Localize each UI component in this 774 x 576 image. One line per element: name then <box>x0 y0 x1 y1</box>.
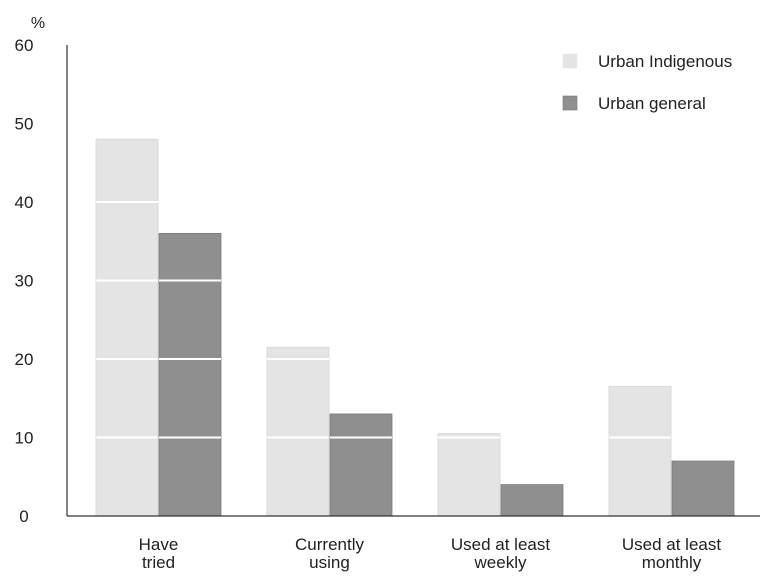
y-tick-label: 20 <box>15 350 34 369</box>
bars <box>95 138 735 517</box>
y-tick-label: 0 <box>19 507 28 526</box>
legend: Urban Indigenous Urban general <box>562 52 732 113</box>
y-tick-label: 30 <box>15 272 34 291</box>
bar-urban-general <box>500 484 564 517</box>
bar-urban-indigenous <box>266 346 330 517</box>
legend-label: Urban Indigenous <box>598 52 732 71</box>
x-category-label: Have tried <box>139 535 179 572</box>
bar-urban-indigenous <box>437 433 501 517</box>
x-category-label: Used at least weekly <box>451 535 550 572</box>
x-axis: Have tried Currently using Used at least week… <box>67 515 760 572</box>
y-axis-unit-label: % <box>31 15 45 32</box>
bar-urban-general <box>158 232 222 517</box>
y-tick-label: 10 <box>15 429 34 448</box>
y-axis: 0 10 20 30 40 50 60% <box>15 15 68 526</box>
bar-urban-indigenous <box>608 386 672 517</box>
x-category-label: Currently using <box>295 535 364 572</box>
bar-bands <box>96 201 671 439</box>
legend-swatch-urban-indigenous <box>562 53 578 69</box>
x-category-label: Used at least monthly <box>622 535 721 572</box>
y-tick-label: 40 <box>15 193 34 212</box>
y-tick-label: 50 <box>15 115 34 134</box>
bar-urban-general <box>329 413 393 517</box>
legend-label: Urban general <box>598 94 706 113</box>
y-tick-label: 60 <box>15 36 34 55</box>
legend-swatch-urban-general <box>562 95 578 111</box>
bar-urban-indigenous <box>95 138 159 517</box>
bar-urban-general <box>671 460 735 517</box>
